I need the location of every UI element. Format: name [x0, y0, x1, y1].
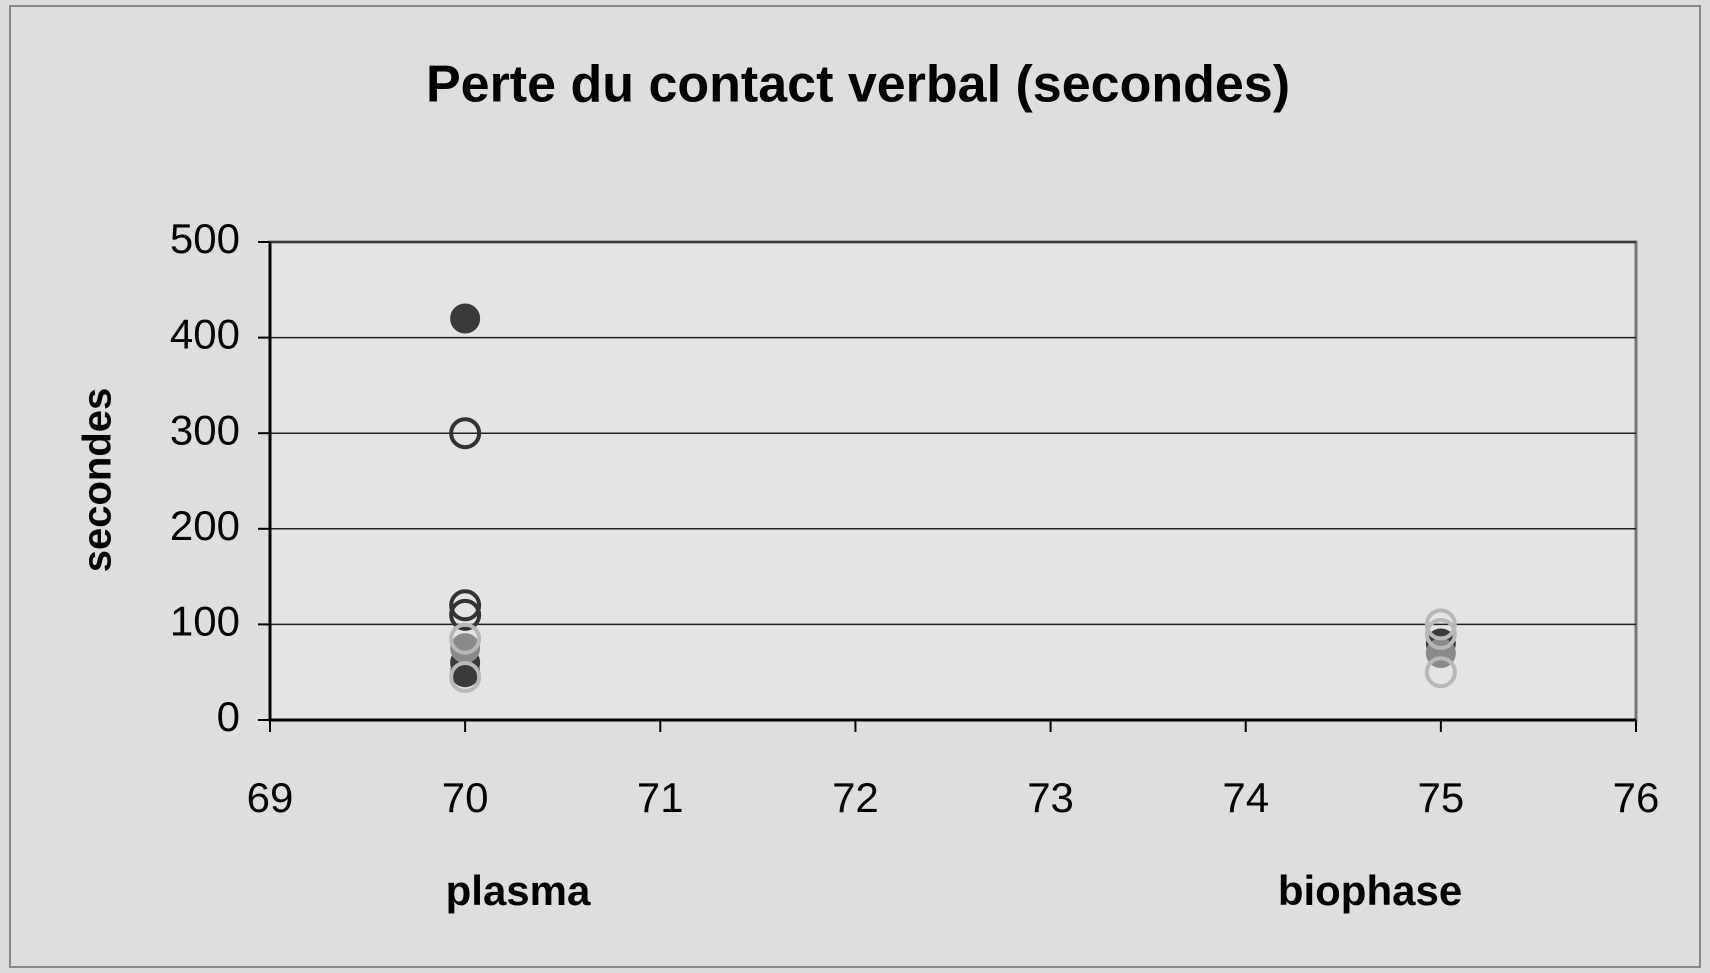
x-tick-label: 70: [442, 774, 489, 821]
point: [1424, 617, 1457, 650]
y-axis-label: secondes: [76, 388, 120, 573]
point: [1424, 656, 1457, 689]
x-tick-label: 76: [1613, 774, 1660, 821]
x-tick-label: 71: [637, 774, 684, 821]
point: [1424, 608, 1457, 641]
point: [449, 598, 482, 631]
point: [449, 589, 482, 622]
point: [450, 303, 481, 334]
x-tick-label: 69: [247, 774, 294, 821]
annotation: plasma: [446, 867, 591, 914]
annotation: biophase: [1278, 867, 1462, 914]
point: [449, 660, 482, 693]
x-tick-label: 72: [832, 774, 879, 821]
plot-area: [268, 240, 1638, 722]
point: [449, 417, 482, 450]
point: [449, 622, 482, 655]
x-tick-label: 74: [1222, 774, 1269, 821]
x-tick-label: 73: [1027, 774, 1074, 821]
y-tick-label: 200: [170, 502, 240, 549]
x-tick-label: 75: [1417, 774, 1464, 821]
y-tick-label: 400: [170, 311, 240, 358]
y-tick-label: 0: [217, 693, 240, 740]
y-tick-label: 300: [170, 406, 240, 453]
y-tick-label: 500: [170, 215, 240, 262]
y-tick-label: 100: [170, 597, 240, 644]
chart-title: Perte du contact verbal (secondes): [426, 56, 1290, 114]
